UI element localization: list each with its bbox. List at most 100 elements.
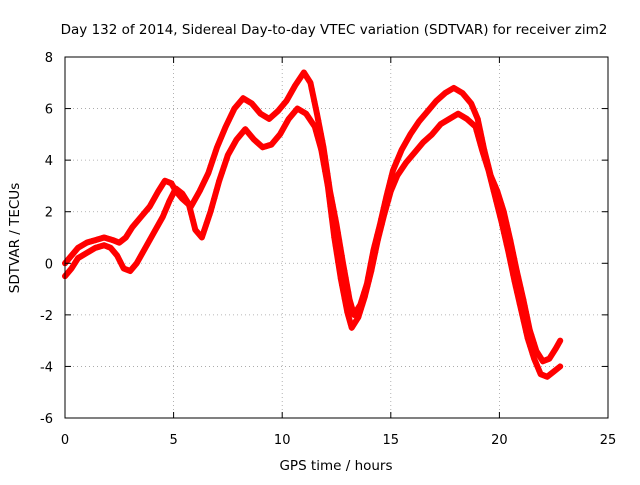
data-point bbox=[386, 192, 393, 199]
data-point bbox=[314, 132, 321, 139]
data-point bbox=[527, 343, 534, 350]
data-point bbox=[123, 266, 130, 273]
data-point bbox=[102, 242, 109, 249]
data-point bbox=[391, 178, 398, 185]
data-point bbox=[209, 158, 216, 165]
data-point bbox=[210, 155, 217, 162]
data-point bbox=[324, 182, 331, 189]
data-point bbox=[507, 259, 514, 266]
data-point bbox=[393, 158, 400, 165]
data-point bbox=[361, 293, 368, 300]
data-point bbox=[187, 206, 194, 213]
data-point bbox=[528, 347, 535, 354]
data-point bbox=[356, 310, 363, 317]
data-point bbox=[226, 115, 233, 122]
y-tick-label: -4 bbox=[40, 360, 53, 375]
data-point bbox=[112, 238, 119, 245]
data-point bbox=[217, 174, 224, 181]
data-point bbox=[319, 154, 326, 161]
data-point bbox=[275, 132, 282, 139]
data-point bbox=[473, 112, 480, 119]
data-point bbox=[520, 318, 527, 325]
data-point bbox=[206, 166, 213, 173]
data-point bbox=[524, 335, 531, 342]
data-point bbox=[360, 297, 367, 304]
data-point bbox=[114, 239, 121, 246]
data-point bbox=[315, 117, 322, 124]
data-point bbox=[164, 178, 171, 185]
data-point bbox=[485, 167, 492, 174]
data-point bbox=[355, 314, 362, 321]
data-point bbox=[339, 282, 346, 289]
data-point bbox=[115, 255, 122, 262]
data-point bbox=[316, 142, 323, 149]
data-point bbox=[382, 206, 389, 213]
data-point bbox=[345, 313, 352, 320]
data-point bbox=[145, 205, 152, 212]
data-point bbox=[501, 230, 508, 237]
data-point bbox=[466, 98, 473, 105]
data-point bbox=[114, 252, 121, 259]
data-point bbox=[479, 146, 486, 153]
data-point bbox=[372, 249, 379, 256]
data-point bbox=[393, 175, 400, 182]
data-point bbox=[111, 237, 118, 244]
data-point bbox=[498, 219, 505, 226]
data-point bbox=[488, 177, 495, 184]
data-point bbox=[230, 108, 237, 115]
data-point bbox=[218, 170, 225, 177]
y-tick-label: -6 bbox=[40, 412, 53, 427]
data-point bbox=[516, 301, 523, 308]
data-point bbox=[363, 288, 370, 295]
data-point bbox=[116, 257, 123, 264]
data-point bbox=[542, 357, 549, 364]
data-point bbox=[161, 177, 168, 184]
data-point bbox=[197, 185, 204, 192]
data-point bbox=[392, 161, 399, 168]
data-point bbox=[207, 162, 214, 169]
data-point bbox=[221, 126, 228, 133]
data-point bbox=[185, 200, 192, 207]
data-point bbox=[522, 323, 529, 330]
data-point bbox=[326, 193, 333, 200]
data-point bbox=[492, 193, 499, 200]
data-point bbox=[481, 155, 488, 162]
data-point bbox=[536, 368, 543, 375]
x-tick-label: 25 bbox=[600, 433, 617, 448]
data-point bbox=[165, 179, 172, 186]
data-point bbox=[474, 115, 481, 122]
data-point bbox=[199, 182, 206, 189]
data-point bbox=[510, 272, 517, 279]
data-point bbox=[330, 224, 337, 231]
data-point bbox=[472, 123, 479, 130]
data-point bbox=[389, 167, 396, 174]
data-point bbox=[201, 227, 208, 234]
data-point bbox=[515, 295, 522, 302]
data-point bbox=[217, 135, 224, 142]
data-point bbox=[497, 213, 504, 220]
data-point bbox=[519, 312, 526, 319]
data-point bbox=[512, 284, 519, 291]
data-point bbox=[506, 253, 513, 260]
y-tick-label: -2 bbox=[40, 309, 53, 324]
data-point bbox=[469, 103, 476, 110]
data-point bbox=[211, 151, 218, 158]
data-point bbox=[109, 237, 116, 244]
data-point bbox=[223, 155, 230, 162]
data-point bbox=[188, 211, 195, 218]
data-point bbox=[539, 358, 546, 365]
data-point bbox=[164, 201, 171, 208]
data-point bbox=[381, 211, 388, 218]
data-point bbox=[341, 295, 348, 302]
data-point bbox=[201, 177, 208, 184]
data-point bbox=[346, 317, 353, 324]
series-layer bbox=[62, 69, 564, 380]
x-tick-label: 20 bbox=[491, 433, 508, 448]
data-point bbox=[477, 142, 484, 149]
series-track-lower bbox=[62, 105, 564, 380]
data-point bbox=[311, 123, 318, 130]
data-point bbox=[555, 364, 562, 371]
data-point bbox=[357, 306, 364, 313]
